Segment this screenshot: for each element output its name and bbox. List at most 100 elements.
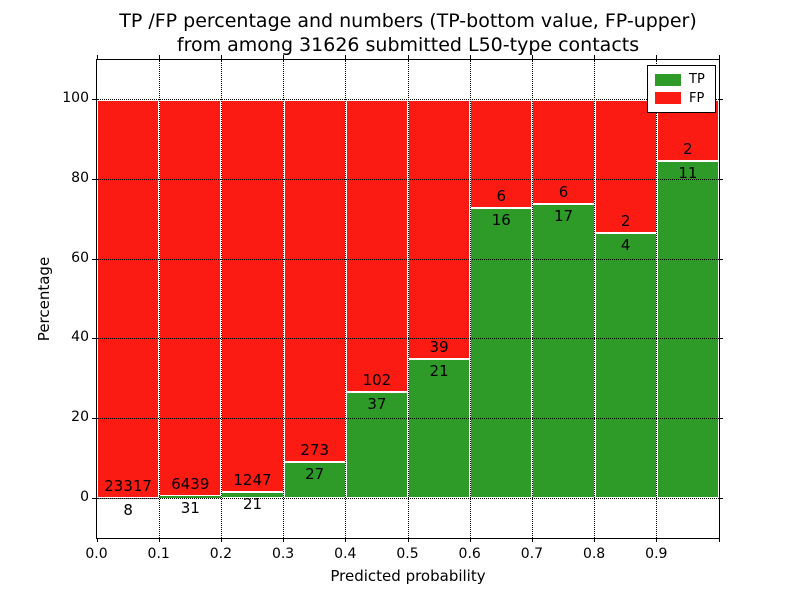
- gridline-horizontal: [97, 418, 719, 419]
- bar-count-label-tp: 37: [367, 395, 387, 414]
- y-tick-label: 0: [80, 488, 89, 505]
- x-axis-label: Predicted probability: [330, 567, 486, 585]
- bar-count-label-tp: 21: [242, 494, 263, 513]
- x-tick-top: [718, 55, 720, 59]
- bar-count-label-fp: 102: [362, 371, 392, 390]
- chart-title-line1: TP /FP percentage and numbers (TP-bottom…: [119, 10, 697, 32]
- legend: TP FP: [647, 65, 716, 113]
- gridline-vertical: [407, 60, 409, 538]
- x-tick-bottom: [594, 538, 596, 542]
- y-tick-label: 60: [71, 249, 89, 266]
- x-tick-label: 0.8: [582, 546, 606, 562]
- x-tick-bottom: [345, 538, 347, 542]
- x-tick-top: [531, 55, 533, 59]
- bar-count-label-tp: 17: [553, 206, 574, 225]
- bar-count-label-fp: 6439: [171, 475, 210, 494]
- bar-count-label-tp: 8: [123, 501, 133, 520]
- bar-count-label-fp: 2: [683, 140, 693, 159]
- gridline-horizontal: [97, 338, 719, 340]
- x-tick-bottom: [531, 538, 533, 542]
- y-tick-right: [719, 338, 723, 340]
- bar-segment-fp-bin6: [470, 99, 533, 209]
- legend-entry-tp: TP: [655, 73, 708, 86]
- gridline-horizontal: [97, 179, 719, 180]
- y-tick-label: 80: [71, 170, 89, 186]
- bar-segment-fp-bin3: [283, 99, 346, 463]
- bar-count-label-fp: 6: [496, 187, 507, 206]
- x-tick-top: [594, 55, 596, 59]
- bar-segment-tp-bin4: [345, 392, 408, 499]
- x-tick-label: 0.0: [85, 546, 108, 562]
- y-tick-left: [92, 99, 96, 101]
- chart-title: TP /FP percentage and numbers (TP-bottom…: [96, 9, 720, 57]
- x-tick-top: [283, 55, 285, 59]
- gridline-horizontal: [97, 99, 719, 101]
- bar-count-label-tp: 11: [678, 164, 698, 183]
- x-tick-label: 0.7: [520, 546, 544, 562]
- x-tick-label: 0.9: [645, 546, 668, 562]
- legend-label-fp: FP: [689, 90, 705, 106]
- x-tick-bottom: [158, 538, 160, 542]
- legend-entry-fp: FP: [655, 92, 708, 105]
- y-tick-right: [719, 418, 723, 419]
- legend-label-tp: TP: [689, 72, 705, 88]
- y-tick-right: [719, 497, 723, 499]
- y-tick-right: [719, 258, 723, 260]
- y-tick-right: [719, 99, 723, 101]
- plot-area: 23317 8 6439 31 1247 21 273 27 102 37 39 21 6 16 6 17 2 4…: [96, 59, 720, 539]
- x-tick-label: 0.4: [334, 546, 357, 562]
- y-tick-left: [92, 338, 96, 340]
- legend-swatch-fp: [655, 92, 681, 105]
- bar-segment-tp-bin7: [532, 203, 595, 499]
- gridline-vertical: [345, 60, 347, 538]
- gridline-vertical: [656, 60, 658, 538]
- bar-segment-tp-bin5: [408, 358, 471, 499]
- y-tick-right: [719, 179, 723, 180]
- bar-count-label-fp: 39: [429, 337, 449, 356]
- bar-segment-fp-bin0: [97, 99, 160, 499]
- x-tick-bottom: [469, 538, 471, 542]
- bar-segment-fp-bin1: [159, 99, 222, 497]
- bar-segment-tp-bin8: [594, 232, 657, 499]
- y-tick-left: [92, 497, 96, 499]
- y-tick-left: [92, 418, 96, 419]
- bar-count-label-tp: 27: [305, 465, 325, 484]
- x-tick-bottom: [220, 538, 222, 542]
- gridline-vertical: [531, 60, 533, 538]
- x-tick-label: 0.5: [396, 546, 419, 562]
- x-tick-label: 0.3: [271, 546, 295, 562]
- bar-count-label-fp: 1247: [233, 470, 272, 489]
- x-tick-bottom: [96, 538, 98, 542]
- chart-title-line2: from among 31626 submitted L50-type cont…: [176, 34, 640, 56]
- x-tick-label: 0.2: [209, 546, 233, 562]
- y-tick-label: 40: [71, 329, 89, 346]
- x-tick-top: [469, 55, 471, 59]
- x-tick-top: [220, 55, 222, 59]
- x-tick-bottom: [407, 538, 409, 542]
- bar-segment-fp-bin4: [345, 99, 408, 393]
- y-tick-left: [92, 258, 96, 260]
- bar-segment-tp-bin9: [656, 161, 719, 499]
- gridline-horizontal: [97, 497, 719, 499]
- y-tick-label: 100: [62, 90, 89, 107]
- gridline-vertical: [594, 60, 596, 538]
- gridline-horizontal: [97, 258, 719, 260]
- bar-count-label-tp: 16: [491, 211, 511, 230]
- gridline-vertical: [283, 60, 285, 538]
- x-tick-bottom: [656, 538, 658, 542]
- legend-swatch-tp: [655, 73, 681, 86]
- gridline-vertical: [220, 60, 222, 538]
- x-tick-top: [158, 55, 160, 59]
- x-tick-bottom: [718, 538, 720, 542]
- x-tick-label: 0.1: [147, 546, 170, 562]
- x-tick-top: [96, 55, 98, 59]
- bar-count-label-tp: 21: [429, 361, 449, 380]
- gridline-vertical: [469, 60, 471, 538]
- bar-segment-tp-bin6: [470, 208, 533, 499]
- bar-count-label-fp: 273: [300, 441, 329, 460]
- x-tick-bottom: [283, 538, 285, 542]
- x-tick-top: [407, 55, 409, 59]
- y-tick-label: 20: [71, 409, 89, 425]
- x-tick-top: [345, 55, 347, 59]
